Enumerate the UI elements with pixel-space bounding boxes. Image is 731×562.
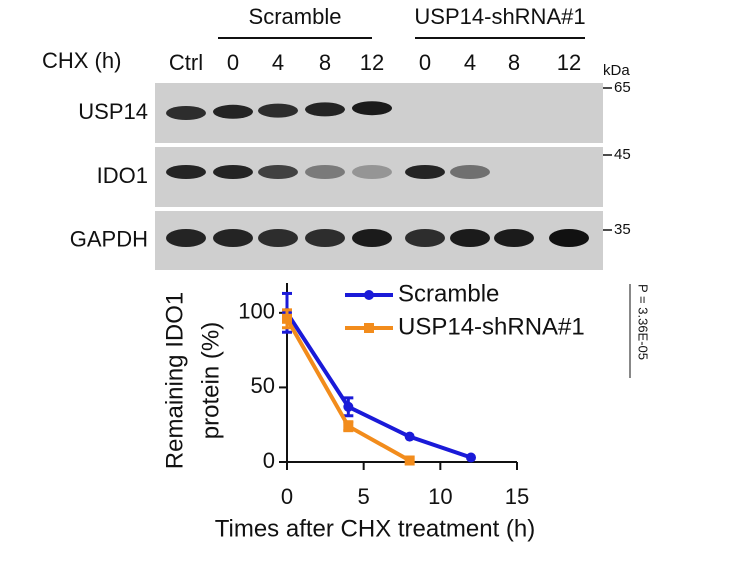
band	[166, 229, 206, 247]
band	[305, 102, 345, 117]
y-tick-label: 50	[251, 373, 275, 398]
lane-label: 8	[319, 50, 331, 75]
band	[258, 229, 298, 247]
x-tick-label: 0	[281, 484, 293, 509]
band	[494, 229, 534, 247]
y-tick-label: 100	[238, 299, 275, 324]
unit-label: kDa	[603, 62, 630, 79]
lane-label: 4	[272, 50, 284, 75]
band	[352, 229, 392, 247]
x-axis-label: Times after CHX treatment (h)	[215, 515, 536, 542]
group-label: USP14-shRNA#1	[414, 4, 585, 29]
legend-marker	[364, 290, 374, 300]
legend-marker	[364, 323, 374, 333]
x-tick-label: 15	[505, 484, 529, 509]
legend-label: USP14-shRNA#1	[398, 313, 585, 340]
row-label: IDO1	[97, 163, 148, 188]
point	[343, 421, 354, 432]
band	[258, 103, 298, 118]
band	[450, 229, 490, 247]
band	[405, 165, 445, 179]
row-label: USP14	[78, 99, 148, 124]
point	[343, 401, 354, 412]
band	[213, 229, 253, 247]
treatment-label: CHX (h)	[42, 48, 121, 73]
y-axis-label: Remaining IDO1	[161, 292, 188, 469]
marker-label: 35	[614, 221, 631, 238]
lane-label: Ctrl	[169, 50, 203, 75]
lane-label: 4	[464, 50, 476, 75]
lane-label: 12	[557, 50, 581, 75]
band	[352, 165, 392, 179]
annotation: P = 3.36E-05	[636, 284, 651, 360]
y-tick-label: 0	[263, 448, 275, 473]
band	[305, 165, 345, 179]
band	[549, 229, 589, 247]
band	[405, 229, 445, 247]
band	[258, 165, 298, 179]
row-label: GAPDH	[70, 226, 148, 251]
legend-label: Scramble	[398, 280, 499, 307]
band	[166, 106, 206, 120]
point	[404, 431, 415, 442]
marker-label: 65	[614, 79, 631, 96]
lane-label: 8	[508, 50, 520, 75]
x-tick-label: 5	[358, 484, 370, 509]
y-axis-label: protein (%)	[197, 322, 224, 439]
x-tick-label: 10	[428, 484, 452, 509]
lane-label: 12	[360, 50, 384, 75]
point	[466, 452, 476, 463]
band	[213, 104, 253, 119]
band	[166, 165, 206, 179]
series-line	[285, 311, 472, 460]
band	[213, 165, 253, 179]
marker-label: 45	[614, 146, 631, 163]
lane-label: 0	[419, 50, 431, 75]
group-label: Scramble	[249, 4, 342, 29]
point	[282, 313, 292, 324]
band	[352, 101, 392, 116]
lane-label: 0	[227, 50, 239, 75]
band	[450, 165, 490, 179]
band	[305, 229, 345, 247]
point	[404, 455, 415, 466]
